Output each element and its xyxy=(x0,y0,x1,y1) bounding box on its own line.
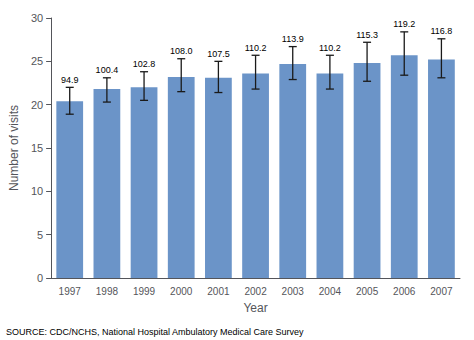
svg-text:20: 20 xyxy=(31,99,43,111)
svg-text:5: 5 xyxy=(37,229,43,241)
svg-text:107.5: 107.5 xyxy=(207,49,230,59)
svg-text:10: 10 xyxy=(31,185,43,197)
svg-text:113.9: 113.9 xyxy=(282,34,304,44)
svg-text:115.3: 115.3 xyxy=(356,30,378,40)
svg-text:100.4: 100.4 xyxy=(96,65,119,75)
svg-text:0: 0 xyxy=(37,272,43,284)
svg-text:2004: 2004 xyxy=(319,286,342,297)
svg-text:119.2: 119.2 xyxy=(393,19,415,29)
svg-text:Number of visits: Number of visits xyxy=(7,105,21,191)
svg-text:2000: 2000 xyxy=(170,286,193,297)
svg-text:2002: 2002 xyxy=(244,286,267,297)
svg-text:94.9: 94.9 xyxy=(61,75,79,85)
svg-text:15: 15 xyxy=(31,142,43,154)
svg-text:2005: 2005 xyxy=(356,286,379,297)
svg-text:30: 30 xyxy=(31,12,43,24)
svg-text:102.8: 102.8 xyxy=(133,59,156,69)
svg-text:25: 25 xyxy=(31,55,43,67)
svg-text:1999: 1999 xyxy=(133,286,156,297)
svg-text:SOURCE: CDC/NCHS, National Hos: SOURCE: CDC/NCHS, National Hospital Ambu… xyxy=(6,327,304,337)
svg-text:2001: 2001 xyxy=(207,286,230,297)
svg-text:108.0: 108.0 xyxy=(170,46,193,56)
svg-text:2006: 2006 xyxy=(393,286,416,297)
svg-text:Year: Year xyxy=(243,301,267,315)
svg-text:2007: 2007 xyxy=(430,286,453,297)
svg-text:2003: 2003 xyxy=(282,286,305,297)
svg-text:110.2: 110.2 xyxy=(245,43,267,53)
svg-text:116.8: 116.8 xyxy=(430,26,452,36)
svg-text:1997: 1997 xyxy=(59,286,82,297)
svg-text:1998: 1998 xyxy=(96,286,119,297)
svg-text:110.2: 110.2 xyxy=(319,43,341,53)
